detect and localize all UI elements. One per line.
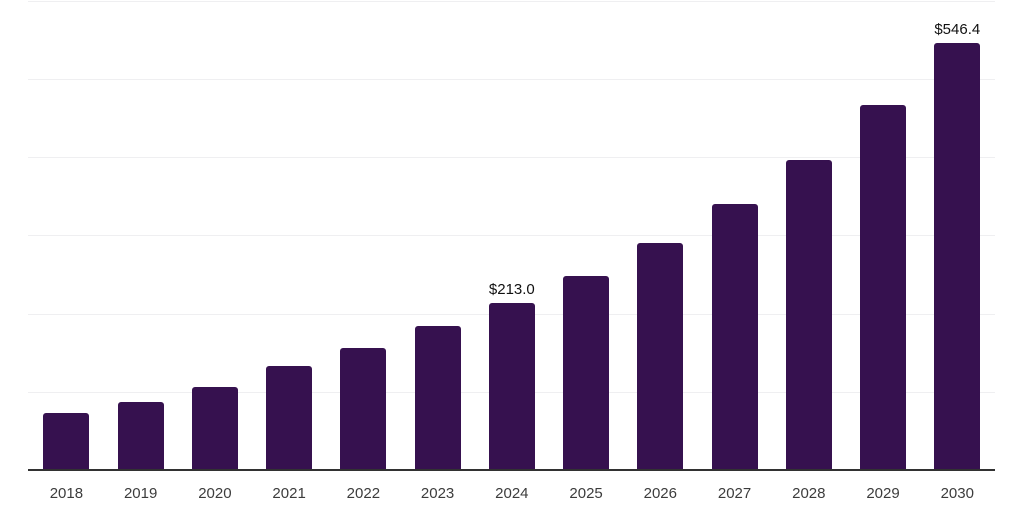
bar-value-label-2030: $546.4 xyxy=(934,20,981,38)
x-tick-label-2026: 2026 xyxy=(643,485,677,502)
bar-2018 xyxy=(43,413,90,470)
gridline xyxy=(28,0,995,2)
x-tick-label-2024: 2024 xyxy=(495,485,529,502)
x-tick-label-2023: 2023 xyxy=(420,485,455,502)
bar-2027 xyxy=(711,204,758,470)
bar-2025 xyxy=(563,275,610,470)
x-tick-label-2021: 2021 xyxy=(272,485,306,502)
bar-2019 xyxy=(117,401,164,470)
gridline xyxy=(28,157,995,159)
x-tick-label-2030: 2030 xyxy=(940,485,974,502)
bar-2028 xyxy=(785,160,832,470)
bar-2024 xyxy=(488,303,535,470)
bar-2026 xyxy=(637,242,684,470)
gridline xyxy=(28,235,995,237)
bar-2020 xyxy=(191,387,238,470)
x-tick-label-2022: 2022 xyxy=(346,485,381,502)
gridline xyxy=(28,79,995,81)
x-tick-label-2019: 2019 xyxy=(123,485,158,502)
x-tick-label-2025: 2025 xyxy=(569,485,603,502)
x-tick-label-2029: 2029 xyxy=(866,485,900,502)
bar-value-label-2024: $213.0 xyxy=(488,281,535,299)
bar-2022 xyxy=(340,348,387,470)
bar-2029 xyxy=(860,105,907,470)
x-tick-label-2027: 2027 xyxy=(717,485,752,502)
x-axis-line xyxy=(28,469,995,471)
bar-2021 xyxy=(266,366,313,470)
bar-2030 xyxy=(934,42,981,470)
x-tick-label-2020: 2020 xyxy=(198,485,232,502)
bar-2023 xyxy=(414,326,461,470)
x-tick-label-2018: 2018 xyxy=(49,485,84,502)
x-tick-label-2028: 2028 xyxy=(792,485,826,502)
